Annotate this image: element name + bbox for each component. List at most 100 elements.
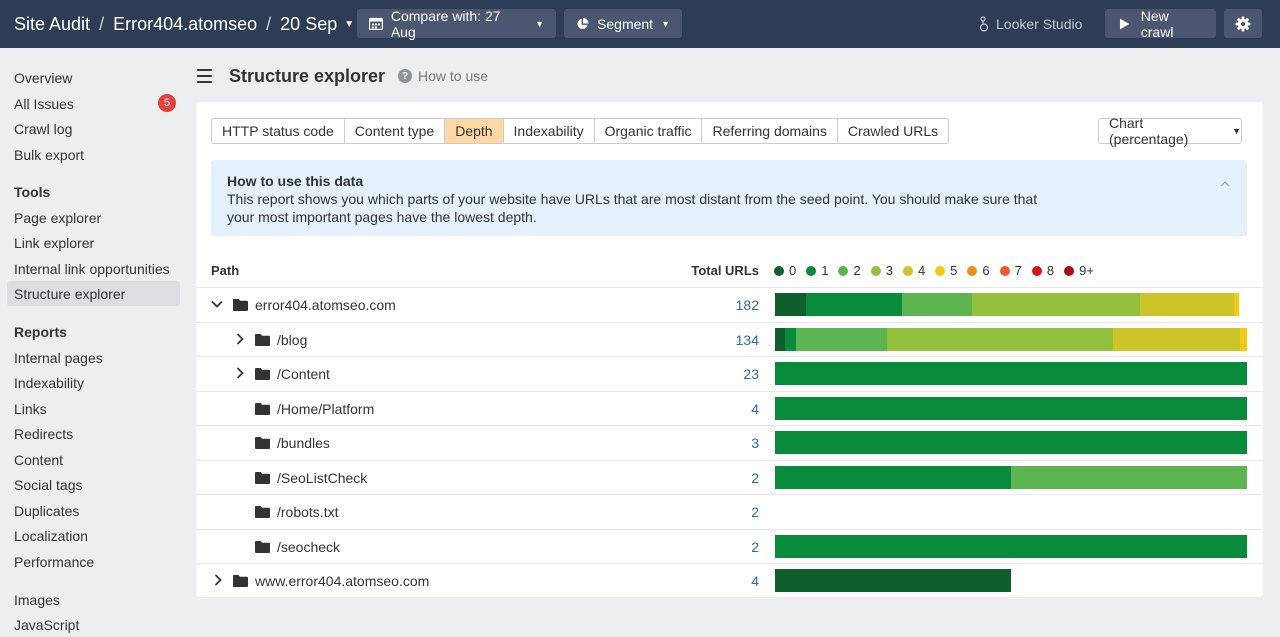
table-row[interactable]: /Content 23	[196, 356, 1263, 390]
sidebar-item-performance[interactable]: Performance	[14, 553, 95, 570]
legend-item[interactable]: 4	[902, 263, 925, 278]
depth-distribution-bar[interactable]	[775, 327, 1247, 351]
legend-item[interactable]: 1	[806, 263, 828, 278]
depth-distribution-bar[interactable]	[775, 500, 1247, 523]
table-row[interactable]: /seocheck 2	[196, 528, 1263, 563]
bar-segment-depth-4[interactable]	[1112, 327, 1240, 351]
total-urls-link[interactable]: 3	[751, 435, 759, 451]
table-row[interactable]: error404.atomseo.com 182	[196, 287, 1263, 321]
bar-segment-depth-0[interactable]	[775, 293, 807, 316]
tab-content-type[interactable]: Content type	[345, 119, 446, 143]
bar-segment-depth-3[interactable]	[887, 327, 1113, 351]
total-urls-link[interactable]: 2	[751, 469, 759, 486]
tab-referring-domains[interactable]: Referring domains	[702, 119, 838, 143]
compare-button[interactable]: Compare with: 27 Aug ▼	[357, 8, 556, 40]
sidebar-item-internal-link-opportunities[interactable]: Internal link opportunities	[14, 260, 170, 277]
depth-distribution-bar[interactable]	[775, 431, 1247, 454]
legend-item[interactable]: 3	[870, 263, 893, 278]
sidebar-item-structure-explorer[interactable]: Structure explorer	[7, 281, 180, 306]
new-crawl-button[interactable]: New crawl	[1105, 8, 1216, 40]
collapse-icon[interactable]	[1220, 174, 1230, 190]
bar-segment-depth-4[interactable]	[1140, 293, 1234, 316]
bar-segment-depth-1[interactable]	[785, 327, 796, 351]
sidebar-item-all-issues[interactable]: All Issues	[7, 91, 180, 116]
chevron-right-icon[interactable]	[234, 332, 246, 346]
bar-segment-depth-1[interactable]	[775, 534, 1247, 558]
total-urls-link[interactable]: 2	[751, 538, 759, 555]
bar-segment-depth-1[interactable]	[775, 362, 1247, 385]
depth-distribution-bar[interactable]	[775, 362, 1247, 385]
bar-segment-depth-1[interactable]	[806, 293, 902, 316]
sidebar-item-social-tags[interactable]: Social tags	[14, 476, 83, 493]
settings-button[interactable]	[1224, 9, 1262, 38]
depth-distribution-bar[interactable]	[775, 293, 1247, 316]
total-urls-link[interactable]: 4	[751, 573, 759, 589]
column-header-total-urls[interactable]: Total URLs	[691, 263, 759, 278]
segment-button[interactable]: Segment ▼	[564, 9, 682, 38]
sidebar-item-links[interactable]: Links	[14, 400, 47, 417]
table-row[interactable]: /bundles 3	[196, 425, 1263, 459]
sidebar-item-bulk-export[interactable]: Bulk export	[14, 146, 85, 163]
sidebar-item-overview[interactable]: Overview	[14, 69, 73, 86]
chart-mode-select[interactable]: Chart (percentage) ▼	[1098, 115, 1242, 147]
sidebar-item-crawl-log[interactable]: Crawl log	[14, 120, 73, 137]
how-to-use-link[interactable]: ? How to use	[398, 68, 488, 84]
bar-segment-depth-5[interactable]	[1239, 327, 1247, 351]
bar-segment-depth-2[interactable]	[901, 293, 972, 316]
total-urls-link[interactable]: 134	[735, 331, 759, 348]
tab-crawled-urls[interactable]: Crawled URLs	[847, 123, 939, 139]
total-urls-link[interactable]: 182	[735, 297, 759, 313]
table-row[interactable]: www.error404.atomseo.com 4	[196, 563, 1263, 597]
chevron-down-icon[interactable]: ▼	[344, 18, 355, 30]
table-row[interactable]: /Home/Platform 4	[196, 390, 1263, 425]
bar-segment-depth-3[interactable]	[971, 293, 1141, 316]
bar-segment-depth-1[interactable]	[775, 465, 1011, 489]
tab-indexability[interactable]: Indexability	[504, 119, 595, 143]
total-urls-link[interactable]: 23	[743, 366, 759, 382]
looker-studio-link[interactable]: Looker Studio	[978, 0, 1082, 48]
sidebar-item-indexability[interactable]: Indexability	[14, 374, 85, 391]
bar-segment-depth-5[interactable]	[1233, 293, 1239, 316]
sidebar-item-javascript[interactable]: JavaScript	[14, 616, 80, 633]
sidebar-item-duplicates[interactable]: Duplicates	[14, 502, 80, 519]
legend-item[interactable]: 7	[999, 263, 1022, 278]
bar-segment-depth-1[interactable]	[775, 431, 1247, 454]
depth-distribution-bar[interactable]	[775, 569, 1247, 592]
sidebar-item-internal-pages[interactable]: Internal pages	[14, 349, 103, 366]
total-urls-link[interactable]: 2	[751, 504, 759, 520]
table-row[interactable]: /blog 134	[196, 321, 1263, 356]
sidebar-item-localization[interactable]: Localization	[14, 527, 88, 544]
table-row[interactable]: /SeoListCheck 2	[196, 459, 1263, 494]
bar-segment-depth-1[interactable]	[775, 396, 1247, 420]
bar-segment-depth-2[interactable]	[795, 327, 888, 351]
depth-distribution-bar[interactable]	[775, 465, 1247, 489]
sidebar-item-link-explorer[interactable]: Link explorer	[14, 234, 95, 251]
legend-item[interactable]: 8	[1031, 263, 1054, 278]
bar-segment-depth-0[interactable]	[775, 569, 1011, 592]
legend-item[interactable]: 2	[838, 263, 861, 278]
sidebar-item-page-explorer[interactable]: Page explorer	[14, 209, 102, 226]
sidebar-item-redirects[interactable]: Redirects	[14, 425, 74, 442]
sidebar-item-content[interactable]: Content	[14, 451, 64, 468]
chevron-right-icon[interactable]	[212, 573, 224, 587]
breadcrumb-app[interactable]: Site Audit	[14, 13, 91, 34]
chevron-down-icon[interactable]	[210, 297, 223, 311]
table-row[interactable]: /robots.txt 2	[196, 494, 1263, 528]
legend-item[interactable]: 9+	[1064, 263, 1094, 278]
sidebar-item-images[interactable]: Images	[14, 591, 60, 608]
tab-organic-traffic[interactable]: Organic traffic	[595, 119, 703, 143]
total-urls-link[interactable]: 4	[751, 400, 759, 417]
menu-icon[interactable]	[197, 69, 212, 87]
legend-item[interactable]: 5	[935, 263, 957, 278]
chevron-right-icon[interactable]	[234, 366, 246, 380]
depth-distribution-bar[interactable]	[775, 534, 1247, 558]
legend-item[interactable]: 6	[967, 263, 990, 278]
tab-depth[interactable]: Depth	[445, 119, 504, 143]
crawl-date-selector[interactable]: 20 Sep	[280, 13, 338, 34]
bar-segment-depth-2[interactable]	[1011, 465, 1247, 489]
legend-item[interactable]: 0	[774, 263, 796, 278]
column-header-path[interactable]: Path	[211, 263, 240, 278]
bar-segment-depth-0[interactable]	[775, 327, 786, 351]
depth-distribution-bar[interactable]	[775, 396, 1247, 420]
tab-http-status-code[interactable]: HTTP status code	[212, 119, 345, 143]
